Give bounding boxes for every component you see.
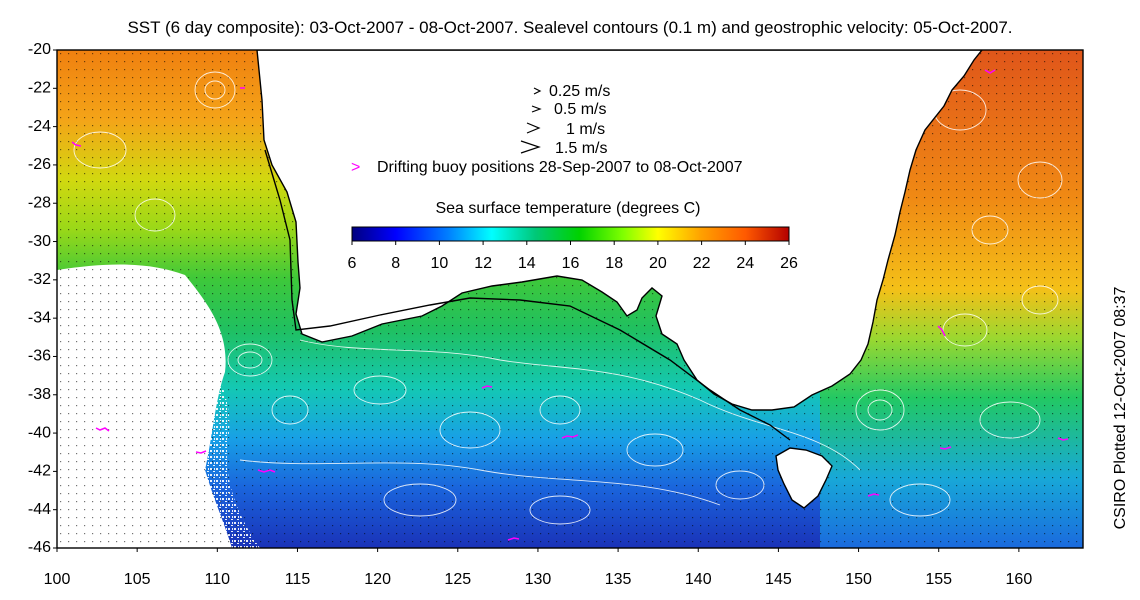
velocity-legend-item-1: 0.5 m/s xyxy=(531,101,606,118)
colorbar-ticks: 6 8 10 12 14 16 18 20 22 24 26 xyxy=(348,241,798,272)
y-axis: -20 -22 -24 -26 -28 -30 -32 -34 -36 -38 -40 -42 -44 -… xyxy=(28,41,57,556)
x-tick-label: 115 xyxy=(285,571,311,588)
y-tick-label: -22 xyxy=(28,80,51,97)
buoy-marker-icon: > xyxy=(351,159,360,176)
y-tick-label: -36 xyxy=(28,348,51,365)
colorbar-tick-label: 24 xyxy=(736,255,754,272)
x-tick-label: 155 xyxy=(925,571,952,588)
y-tick-label: -40 xyxy=(28,424,51,441)
velocity-legend-label: 0.25 m/s xyxy=(549,83,610,100)
colorbar-tick-label: 18 xyxy=(605,255,623,272)
x-tick-label: 105 xyxy=(124,571,151,588)
x-axis: 100 105 110 115 120 125 130 135 140 145 150 155 160 xyxy=(44,548,1033,588)
y-tick-label: -28 xyxy=(28,194,51,211)
velocity-legend: 0.25 m/s 0.5 m/s 1 m/s 1.5 m/s > Driftin… xyxy=(351,83,743,176)
velocity-legend-label: 0.5 m/s xyxy=(554,101,606,118)
y-tick-label: -32 xyxy=(28,271,51,288)
velocity-arrow-icon xyxy=(520,140,541,154)
x-tick-label: 160 xyxy=(1006,571,1033,588)
y-tick-label: -42 xyxy=(28,463,51,480)
buoy-legend: > Drifting buoy positions 28-Sep-2007 to… xyxy=(351,159,743,176)
colorbar-tick-label: 14 xyxy=(518,255,536,272)
x-tick-label: 110 xyxy=(205,571,231,588)
colorbar-title: Sea surface temperature (degrees C) xyxy=(435,200,700,217)
colorbar-tick-label: 20 xyxy=(649,255,667,272)
colorbar-tick-label: 22 xyxy=(693,255,711,272)
colorbar-tick-label: 10 xyxy=(431,255,449,272)
x-tick-label: 140 xyxy=(685,571,712,588)
colorbar-tick-label: 8 xyxy=(391,255,400,272)
shelf-edge-contour xyxy=(264,149,791,441)
plot-frame xyxy=(56,49,1084,549)
y-tick-label: -44 xyxy=(28,501,51,518)
y-tick-label: -34 xyxy=(28,309,51,326)
velocity-legend-item-3: 1.5 m/s xyxy=(520,140,607,157)
velocity-legend-label: 1 m/s xyxy=(566,121,605,138)
y-tick-label: -46 xyxy=(28,539,51,556)
sealevel-contours xyxy=(73,71,1063,525)
map-title: SST (6 day composite): 03-Oct-2007 - 08-… xyxy=(127,18,1013,37)
buoy-legend-label: Drifting buoy positions 28-Sep-2007 to 0… xyxy=(377,159,743,176)
colorbar: Sea surface temperature (degrees C) 6 8 10… xyxy=(348,200,798,272)
tasmania xyxy=(775,447,833,509)
velocity-arrow-icon xyxy=(526,122,541,134)
velocity-legend-label: 1.5 m/s xyxy=(555,140,607,157)
y-tick-label: -26 xyxy=(28,156,51,173)
colorbar-tick-label: 6 xyxy=(348,255,357,272)
velocity-arrow-icon xyxy=(531,105,542,113)
x-tick-label: 130 xyxy=(525,571,552,588)
x-tick-label: 145 xyxy=(765,571,792,588)
x-tick-label: 100 xyxy=(44,571,71,588)
x-tick-label: 150 xyxy=(845,571,872,588)
map-field xyxy=(57,50,1083,548)
y-tick-label: -30 xyxy=(28,233,51,250)
x-tick-label: 135 xyxy=(605,571,632,588)
colorbar-gradient xyxy=(351,226,790,242)
y-tick-label: -20 xyxy=(28,41,51,58)
buoy-tracks xyxy=(71,69,1069,541)
velocity-legend-item-2: 1 m/s xyxy=(526,121,605,138)
y-tick-label: -24 xyxy=(28,118,51,135)
colorbar-tick-label: 16 xyxy=(562,255,580,272)
velocity-legend-item-0: 0.25 m/s xyxy=(533,83,610,100)
y-tick-label: -38 xyxy=(28,386,51,403)
colorbar-tick-label: 12 xyxy=(474,255,492,272)
velocity-arrow-icon xyxy=(533,87,542,95)
x-tick-label: 120 xyxy=(364,571,391,588)
colorbar-tick-label: 26 xyxy=(780,255,798,272)
x-tick-label: 125 xyxy=(444,571,471,588)
